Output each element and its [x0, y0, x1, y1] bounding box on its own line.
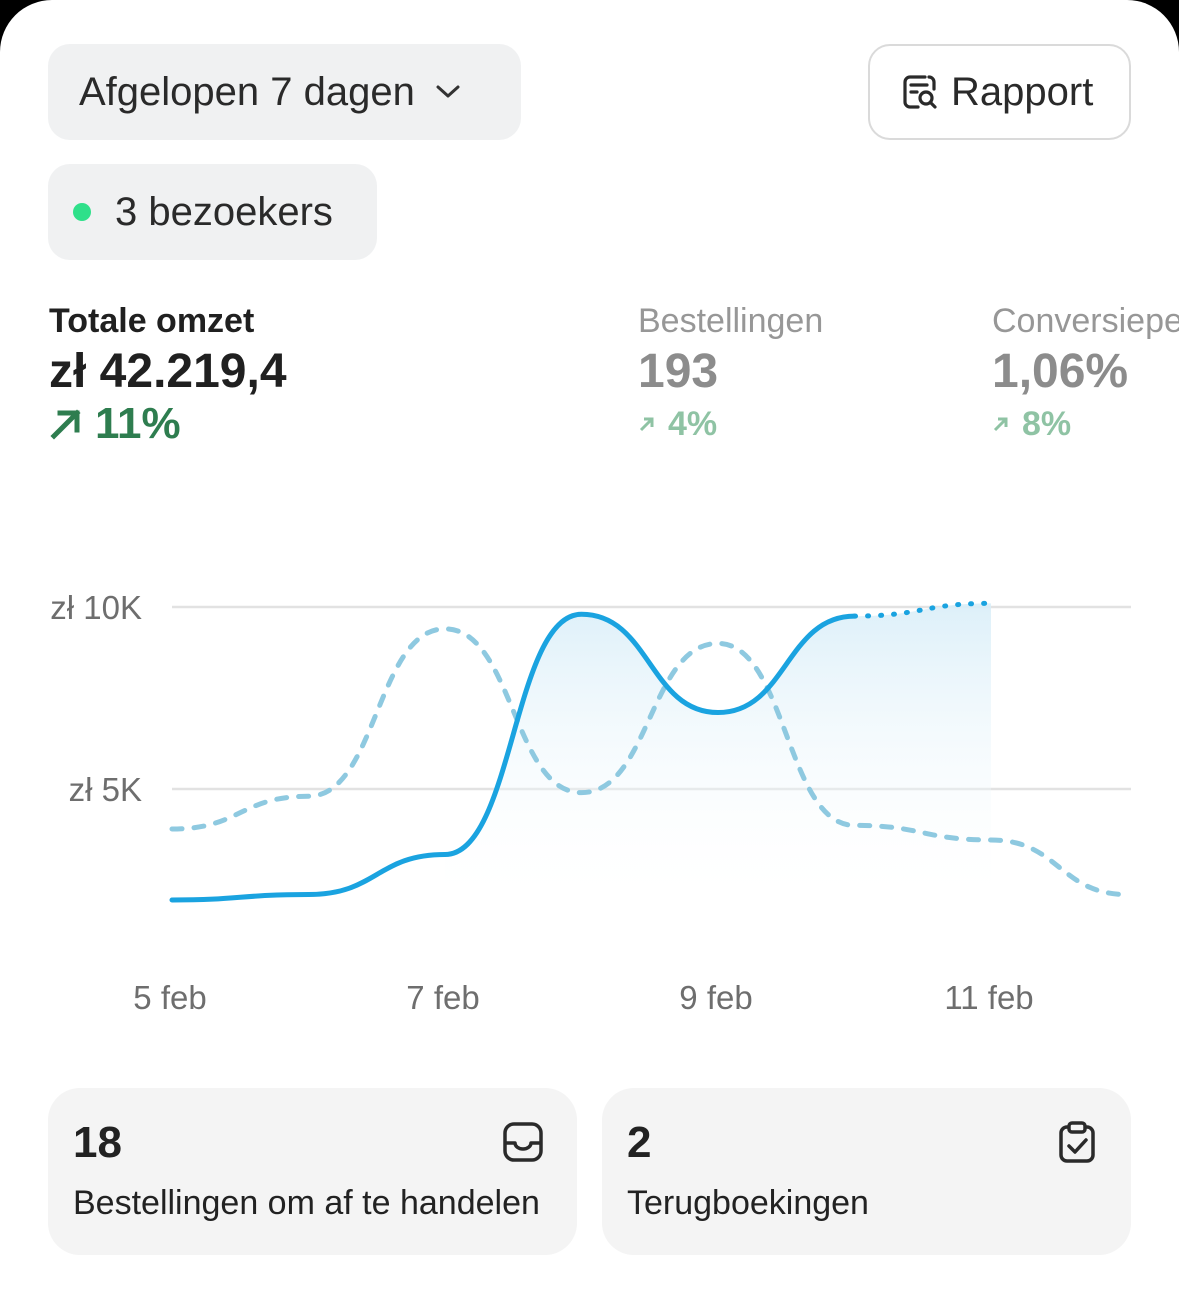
chargebacks-card[interactable]: 2 Terugboekingen — [602, 1088, 1131, 1255]
metric-orders[interactable]: Bestellingen 193 4% — [638, 300, 823, 446]
x-tick-label: 11 feb — [944, 979, 1033, 1016]
orders-to-fulfill-card[interactable]: 18 Bestellingen om af te handelen — [48, 1088, 577, 1255]
metric-value: 1,06% — [992, 345, 1129, 398]
metric-conversion[interactable]: Conversiepercentage 1,06% 8% — [992, 300, 1179, 446]
trend-up-arrow-icon — [638, 415, 656, 433]
revenue-line-chart: zł 10K zł 5K 5 feb 7 feb 9 feb 11 feb — [50, 589, 1131, 1016]
x-tick-label: 7 feb — [406, 979, 479, 1016]
metric-total-revenue[interactable]: Totale omzet zł 42.219,4 11% — [49, 300, 287, 446]
x-tick-label: 5 feb — [133, 979, 206, 1016]
x-tick-label: 9 feb — [679, 979, 752, 1016]
metric-change-value: 8% — [1022, 405, 1072, 443]
card-label: Bestellingen om af te handelen — [73, 1184, 540, 1222]
period-dropdown[interactable]: Afgelopen 7 dagen — [48, 44, 521, 140]
y-tick-label: zł 10K — [50, 589, 142, 626]
period-label: Afgelopen 7 dagen — [79, 69, 415, 114]
trend-up-arrow-icon — [992, 415, 1010, 433]
inbox-icon — [501, 1120, 545, 1164]
report-label: Rapport — [951, 69, 1094, 114]
report-button[interactable]: Rapport — [868, 44, 1131, 140]
metric-change: 11% — [49, 402, 287, 446]
live-visitors-chip[interactable]: 3 bezoekers — [48, 164, 377, 260]
metric-change-value: 11% — [95, 399, 181, 448]
chevron-down-icon — [435, 84, 461, 100]
y-tick-label: zł 5K — [69, 771, 142, 808]
previous-period-line — [169, 626, 1130, 898]
trend-up-arrow-icon — [49, 407, 83, 441]
live-status-dot — [73, 203, 91, 221]
metric-value: 193 — [638, 345, 719, 398]
current-period-line — [169, 611, 857, 903]
metric-change: 8% — [992, 402, 1179, 446]
current-period-area — [445, 603, 991, 911]
metric-change: 4% — [638, 402, 823, 446]
clipboard-check-icon — [1055, 1120, 1099, 1164]
metric-label: Bestellingen — [638, 302, 824, 340]
metric-change-value: 4% — [668, 405, 718, 443]
report-search-icon — [901, 73, 939, 111]
current-period-projection-line — [852, 600, 994, 619]
metric-value: zł 42.219,4 — [49, 345, 287, 398]
card-label: Terugboekingen — [627, 1184, 869, 1222]
metric-label: Conversiepercentage — [992, 302, 1179, 340]
metric-label: Totale omzet — [49, 302, 255, 340]
card-count: 18 — [73, 1118, 122, 1167]
card-count: 2 — [627, 1118, 652, 1167]
visitors-label: 3 bezoekers — [115, 189, 333, 234]
